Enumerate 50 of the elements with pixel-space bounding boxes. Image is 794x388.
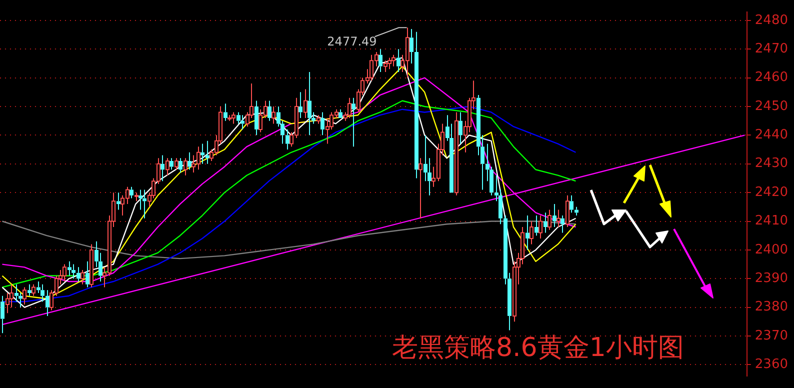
candlestick [129,186,134,199]
candlestick [338,108,343,118]
y-tick-label: 2420 [754,184,788,200]
candlestick [298,92,303,118]
candlestick [569,194,574,214]
y-tick-label: 2480 [754,12,788,28]
y-tick-label: 2430 [754,156,788,172]
candlestick [351,97,356,148]
candlestick [307,72,312,136]
candlestick [178,158,183,173]
candlestick [67,260,72,276]
y-tick-label: 2400 [754,242,788,258]
candlestick [187,152,192,170]
candlestick [40,284,45,302]
y-tick-label: 2370 [754,328,788,344]
candlestick [71,264,76,280]
candlestick [254,100,259,136]
y-tick-label: 2410 [754,214,788,229]
candlestick [223,103,228,122]
candlestick [285,128,290,150]
candlestick [396,48,401,73]
candlestick [200,143,205,164]
candlestick [525,215,530,250]
text: 老黑策略8.6黄金1小时图 [392,332,684,365]
candlestick [76,266,81,282]
y-tick-label: 2440 [754,128,788,143]
candlestick [458,112,463,144]
y-tick-label: 2390 [754,271,788,286]
y-tick-label: 2450 [754,98,788,114]
candlestick [560,215,565,234]
candlestick [45,290,50,316]
candlestick [116,192,121,210]
candlestick [409,28,414,64]
annotation: 2477.49 [327,34,377,49]
candlestick [534,215,539,236]
candlestick [85,260,90,288]
candlestick [543,212,548,234]
candlestick [414,31,419,179]
y-tick-label: 2380 [754,300,788,315]
candlestick [378,48,383,73]
candlestick [160,154,165,182]
candlestick [320,112,325,136]
candlestick [267,100,272,122]
y-tick-label: 2360 [754,357,788,372]
y-tick-label: 2460 [754,70,788,86]
candlestick [552,204,557,228]
candlestick [0,295,5,334]
candlestick [27,284,32,296]
candlestick [169,158,174,170]
y-tick-label: 2470 [754,41,788,56]
